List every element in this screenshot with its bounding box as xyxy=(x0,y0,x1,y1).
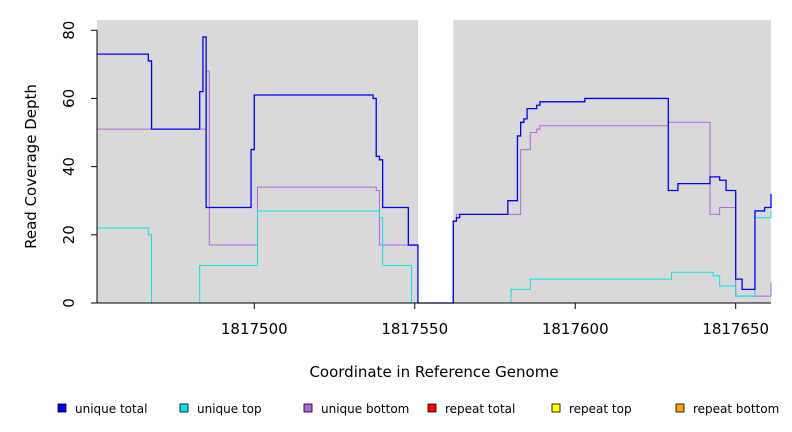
legend-swatch-repeat-top xyxy=(551,403,561,413)
legend-swatch-unique-bottom xyxy=(303,403,313,413)
legend-swatch-unique-top xyxy=(179,403,189,413)
y-tick-label: 0 xyxy=(60,298,78,308)
series-line-unique-total xyxy=(97,36,772,304)
x-tick-label: 1817500 xyxy=(221,320,288,338)
series-line-unique-bottom xyxy=(97,70,772,304)
x-tick-label: 1817550 xyxy=(381,320,448,338)
legend-label-repeat-bottom: repeat bottom xyxy=(693,402,779,416)
legend-label-unique-top: unique top xyxy=(197,402,262,416)
legend-swatch-repeat-bottom xyxy=(675,403,685,413)
y-tick-label: 80 xyxy=(60,21,78,40)
legend: unique total unique top unique bottom repea… xyxy=(57,402,779,416)
legend-label-unique-bottom: unique bottom xyxy=(321,402,409,416)
legend-label-repeat-top: repeat top xyxy=(569,402,632,416)
legend-swatch-unique-total xyxy=(57,403,67,413)
y-axis-title: Read Coverage Depth xyxy=(22,84,40,249)
x-axis: 1817500 1817550 1817600 1817650 xyxy=(97,302,771,338)
legend-label-unique-total: unique total xyxy=(75,402,147,416)
gap-region xyxy=(417,20,454,303)
y-tick-label: 20 xyxy=(60,225,78,244)
y-axis: 0 20 40 60 80 xyxy=(60,21,98,308)
y-tick-label: 60 xyxy=(60,89,78,108)
x-tick-label: 1817650 xyxy=(702,320,769,338)
y-tick-label: 40 xyxy=(60,157,78,176)
x-axis-title: Coordinate in Reference Genome xyxy=(309,363,558,381)
legend-swatch-repeat-total xyxy=(427,403,437,413)
x-tick-label: 1817600 xyxy=(542,320,609,338)
legend-label-repeat-total: repeat total xyxy=(445,402,515,416)
